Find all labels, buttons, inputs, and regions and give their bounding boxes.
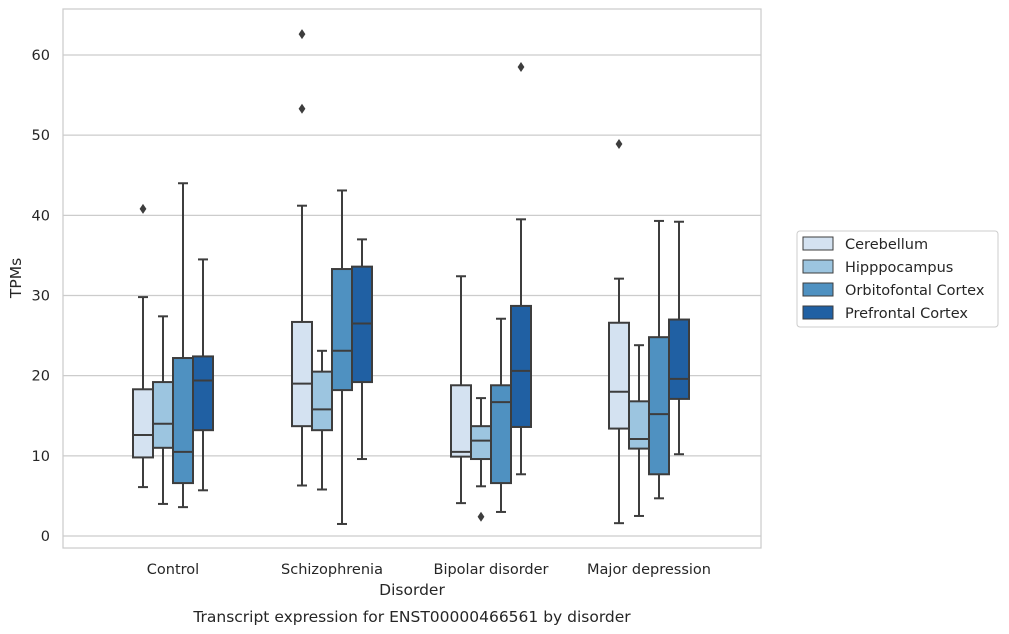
- box-body: [311, 370, 333, 432]
- y-axis-label: TPMs: [7, 258, 25, 299]
- box-mark: [470, 397, 492, 522]
- series-prefrontal-cortex: [192, 62, 690, 492]
- box-mark: [132, 203, 154, 489]
- box-series-group: [132, 29, 690, 525]
- box-body: [192, 355, 214, 432]
- y-tick-labels: 0 10 20 30 40 50 60: [32, 48, 50, 545]
- legend-swatch: [802, 305, 834, 320]
- outlier-point: [139, 203, 147, 214]
- x-tick-label: Major depression: [587, 562, 711, 578]
- legend: Cerebellum Hipppocampus Orbitofontal Corte…: [796, 230, 999, 328]
- chart-caption: Transcript expression for ENST0000046656…: [192, 608, 631, 626]
- box-mark: [510, 62, 532, 476]
- outlier-point: [517, 62, 525, 73]
- box-body: [470, 425, 492, 461]
- box-mark: [331, 189, 353, 525]
- box-mark: [172, 182, 194, 509]
- outlier-point: [615, 138, 623, 149]
- y-tick-label: 0: [41, 529, 50, 545]
- box-body: [668, 318, 690, 400]
- box-mark: [608, 138, 630, 525]
- x-tick-label: Schizophrenia: [281, 562, 383, 578]
- box-mark: [648, 219, 670, 500]
- series-hipppocampus: [152, 315, 650, 522]
- box-mark: [152, 315, 174, 505]
- y-tick-label: 20: [32, 369, 50, 385]
- box-body: [628, 400, 650, 450]
- legend-swatch: [802, 282, 834, 297]
- box-mark: [192, 258, 214, 492]
- y-tick-label: 60: [32, 48, 50, 64]
- outlier-point: [298, 29, 306, 40]
- y-tick-label: 10: [32, 449, 50, 465]
- x-axis-label: Disorder: [379, 581, 445, 599]
- box-mark: [668, 220, 690, 456]
- legend-swatch: [802, 259, 834, 274]
- box-body: [172, 357, 194, 485]
- legend-label: Prefrontal Cortex: [845, 306, 968, 322]
- y-tick-label: 50: [32, 128, 50, 144]
- box-mark: [351, 238, 373, 461]
- box-mark: [628, 344, 650, 517]
- box-mark: [311, 349, 333, 491]
- y-tick-label: 30: [32, 288, 50, 304]
- box-mark: [450, 275, 472, 505]
- x-tick-label: Control: [147, 562, 199, 578]
- box-body: [291, 320, 313, 428]
- box-body: [331, 268, 353, 392]
- x-tick-label: Bipolar disorder: [434, 562, 549, 578]
- box-body: [510, 304, 532, 428]
- y-tick-label: 40: [32, 208, 50, 224]
- box-body: [132, 388, 154, 459]
- box-mark: [291, 29, 313, 487]
- series-orbitofontal-cortex: [172, 182, 670, 525]
- x-tick-labels: Control Schizophrenia Bipolar disorder Majo…: [147, 562, 711, 578]
- outlier-point: [298, 103, 306, 114]
- legend-label: Hipppocampus: [845, 260, 953, 276]
- box-body: [608, 321, 630, 430]
- legend-label: Cerebellum: [845, 237, 928, 253]
- box-body: [648, 336, 670, 476]
- box-body: [450, 384, 472, 458]
- legend-swatch: [802, 236, 834, 251]
- box-body: [490, 384, 512, 485]
- outlier-point: [477, 511, 485, 522]
- legend-frame: [796, 230, 999, 328]
- plot-area-frame: [62, 8, 762, 549]
- box-body: [152, 381, 174, 449]
- box-mark: [490, 317, 512, 513]
- series-cerebellum: [132, 29, 630, 525]
- legend-label: Orbitofontal Cortex: [845, 283, 985, 299]
